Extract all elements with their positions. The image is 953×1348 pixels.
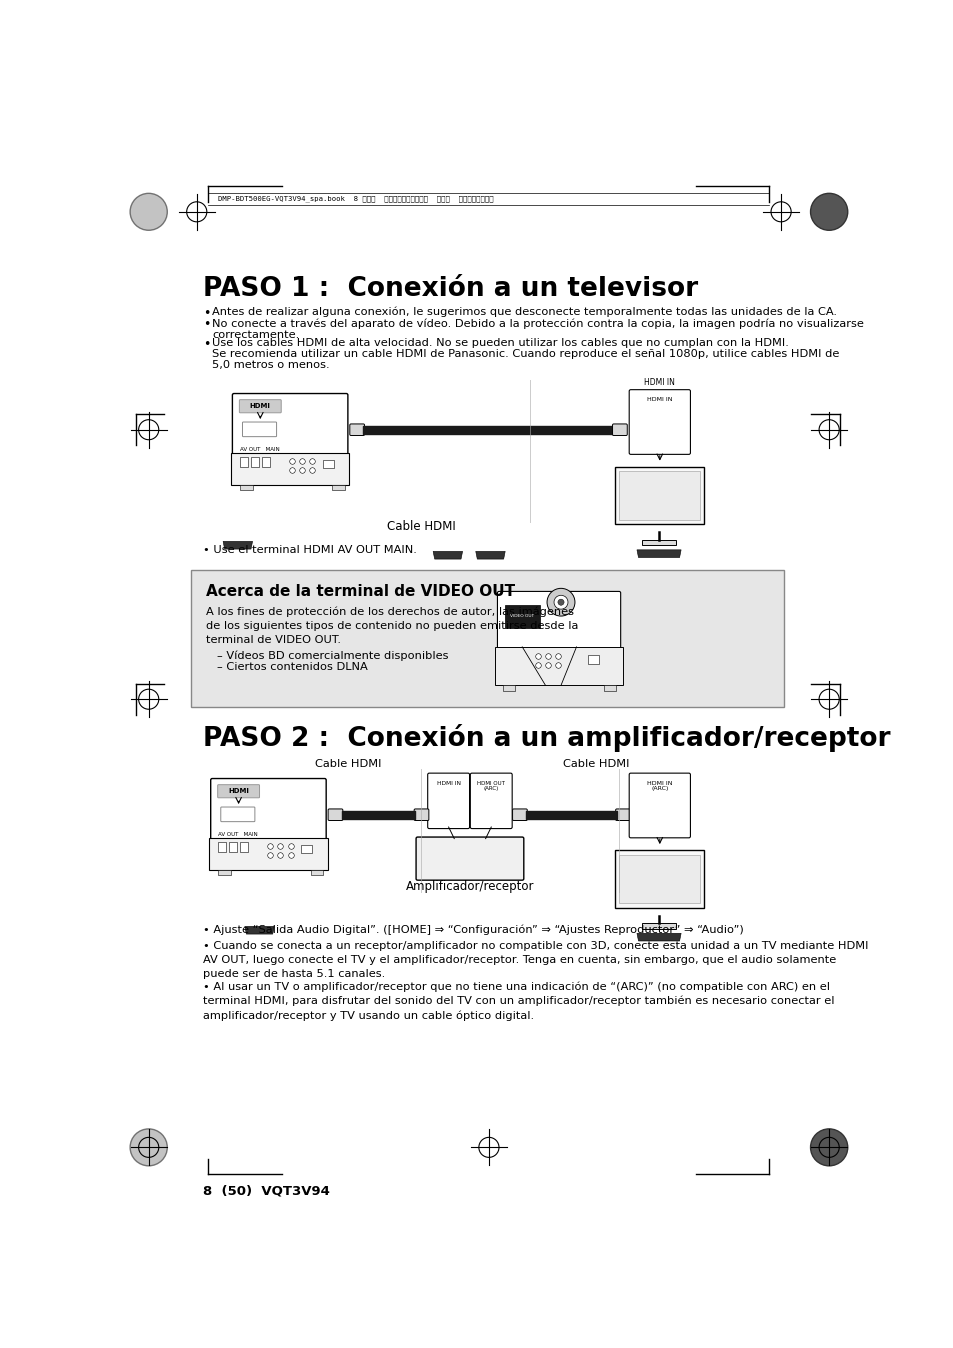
FancyBboxPatch shape <box>502 685 515 690</box>
FancyBboxPatch shape <box>427 774 469 829</box>
FancyBboxPatch shape <box>629 390 690 454</box>
Text: DMP-BDT500EG-VQT3V94_spa.book  8 ページ  ２０１３年９月２５日  水曜日  午前１１時５７分: DMP-BDT500EG-VQT3V94_spa.book 8 ページ ２０１３… <box>218 195 494 202</box>
Text: Amplificador/receptor: Amplificador/receptor <box>405 880 534 894</box>
Text: HDMI OUT
(ARC): HDMI OUT (ARC) <box>476 780 505 791</box>
FancyBboxPatch shape <box>217 785 259 798</box>
Text: • Ajuste “Salida Audio Digital”. ([HOME] ⇒ “Configuración” ⇒ “Ajustes Reproducto: • Ajuste “Salida Audio Digital”. ([HOME]… <box>203 925 743 934</box>
Text: HDMI IN: HDMI IN <box>646 398 672 403</box>
Polygon shape <box>245 926 274 934</box>
FancyBboxPatch shape <box>332 485 344 489</box>
FancyBboxPatch shape <box>211 779 326 840</box>
FancyBboxPatch shape <box>416 837 523 880</box>
FancyBboxPatch shape <box>414 809 429 821</box>
Text: • Al usar un TV o amplificador/receptor que no tiene una indicación de “(ARC)” (: • Al usar un TV o amplificador/receptor … <box>203 981 834 1020</box>
Polygon shape <box>433 551 462 559</box>
Text: •: • <box>203 318 210 332</box>
Circle shape <box>130 1128 167 1166</box>
Text: • Cuando se conecta a un receptor/amplificador no compatible con 3D, conecte est: • Cuando se conecta a un receptor/amplif… <box>203 941 867 979</box>
Text: HDMI: HDMI <box>228 787 249 794</box>
FancyBboxPatch shape <box>218 871 231 875</box>
FancyBboxPatch shape <box>641 539 676 545</box>
FancyBboxPatch shape <box>641 923 676 929</box>
FancyBboxPatch shape <box>505 604 539 628</box>
FancyBboxPatch shape <box>301 845 312 853</box>
FancyBboxPatch shape <box>618 855 700 903</box>
Text: VIDEO OUT: VIDEO OUT <box>510 615 534 619</box>
Text: •: • <box>203 338 210 350</box>
Circle shape <box>558 599 563 605</box>
Text: PASO 1 :  Conexión a un televisor: PASO 1 : Conexión a un televisor <box>203 276 698 302</box>
FancyBboxPatch shape <box>497 592 620 648</box>
Polygon shape <box>223 542 253 549</box>
FancyBboxPatch shape <box>323 460 334 468</box>
FancyBboxPatch shape <box>220 807 254 822</box>
FancyBboxPatch shape <box>229 841 236 852</box>
Text: HDMI: HDMI <box>250 403 271 408</box>
FancyBboxPatch shape <box>470 774 512 829</box>
FancyBboxPatch shape <box>191 570 783 706</box>
Text: Cable HDMI: Cable HDMI <box>562 759 628 768</box>
Polygon shape <box>476 551 505 559</box>
Text: – Vídeos BD comercialmente disponibles: – Vídeos BD comercialmente disponibles <box>216 651 448 662</box>
FancyBboxPatch shape <box>240 841 248 852</box>
Text: Se recomienda utilizar un cable HDMI de Panasonic. Cuando reproduce el señal 108: Se recomienda utilizar un cable HDMI de … <box>212 349 839 371</box>
Circle shape <box>810 193 847 231</box>
Text: Cable HDMI: Cable HDMI <box>314 759 381 768</box>
FancyBboxPatch shape <box>233 394 348 454</box>
Text: AV OUT   MAIN: AV OUT MAIN <box>217 833 257 837</box>
Polygon shape <box>637 933 680 941</box>
Text: HDMI IN
(ARC): HDMI IN (ARC) <box>646 780 672 791</box>
FancyBboxPatch shape <box>231 453 349 485</box>
Text: •: • <box>203 306 210 319</box>
FancyBboxPatch shape <box>240 457 248 466</box>
Text: • Use el terminal HDMI AV OUT MAIN.: • Use el terminal HDMI AV OUT MAIN. <box>203 545 416 555</box>
Circle shape <box>810 1128 847 1166</box>
FancyBboxPatch shape <box>251 457 258 466</box>
FancyBboxPatch shape <box>587 655 598 663</box>
FancyBboxPatch shape <box>261 457 270 466</box>
FancyBboxPatch shape <box>311 871 323 875</box>
Text: Antes de realizar alguna conexión, le sugerimos que desconecte temporalmente tod: Antes de realizar alguna conexión, le su… <box>212 306 837 317</box>
Text: No conecte a través del aparato de vídeo. Debido a la protección contra la copia: No conecte a través del aparato de vídeo… <box>212 318 863 340</box>
Text: HDMI IN: HDMI IN <box>643 377 674 387</box>
Circle shape <box>130 193 167 231</box>
Text: AV OUT   MAIN: AV OUT MAIN <box>239 448 279 453</box>
Text: – Ciertos contenidos DLNA: – Ciertos contenidos DLNA <box>216 662 367 673</box>
Text: PASO 2 :  Conexión a un amplificador/receptor: PASO 2 : Conexión a un amplificador/rece… <box>203 724 889 752</box>
FancyBboxPatch shape <box>615 851 703 909</box>
FancyBboxPatch shape <box>629 774 690 838</box>
Text: Acerca de la terminal de VIDEO OUT: Acerca de la terminal de VIDEO OUT <box>206 584 515 599</box>
FancyBboxPatch shape <box>209 838 328 871</box>
FancyBboxPatch shape <box>240 485 253 489</box>
FancyBboxPatch shape <box>239 400 281 412</box>
FancyBboxPatch shape <box>615 466 703 524</box>
Text: A los fines de protección de los derechos de autor, las imágenes
de los siguient: A los fines de protección de los derecho… <box>206 607 578 646</box>
FancyBboxPatch shape <box>512 809 527 821</box>
Circle shape <box>554 596 567 609</box>
FancyBboxPatch shape <box>612 423 627 435</box>
FancyBboxPatch shape <box>603 685 616 690</box>
FancyBboxPatch shape <box>350 423 364 435</box>
FancyBboxPatch shape <box>618 472 700 520</box>
Text: Use los cables HDMI de alta velocidad. No se pueden utilizar los cables que no c: Use los cables HDMI de alta velocidad. N… <box>212 338 788 348</box>
FancyBboxPatch shape <box>328 809 342 821</box>
FancyBboxPatch shape <box>495 647 622 685</box>
Circle shape <box>546 588 575 616</box>
Polygon shape <box>637 550 680 558</box>
FancyBboxPatch shape <box>218 841 226 852</box>
Text: Cable HDMI: Cable HDMI <box>387 520 456 532</box>
Text: 8  (50)  VQT3V94: 8 (50) VQT3V94 <box>203 1185 330 1197</box>
Text: HDMI IN: HDMI IN <box>436 780 460 786</box>
FancyBboxPatch shape <box>615 809 630 821</box>
FancyBboxPatch shape <box>242 422 276 437</box>
